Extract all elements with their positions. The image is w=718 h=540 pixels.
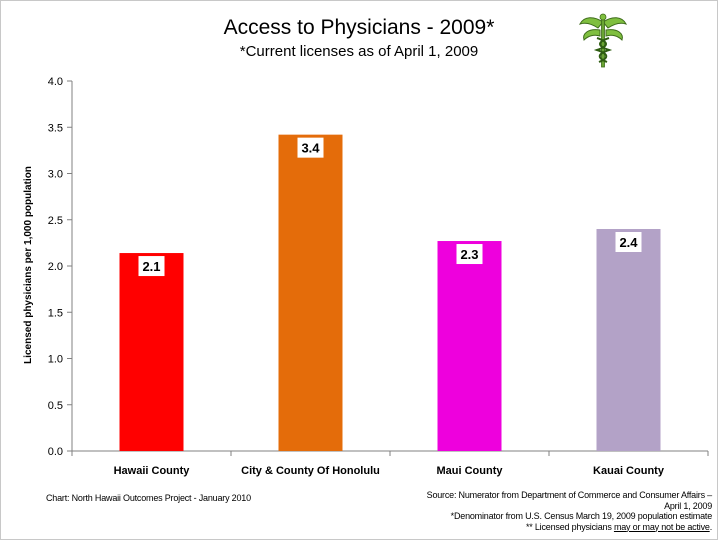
bar <box>119 253 184 451</box>
y-tick-label: 3.5 <box>48 122 63 134</box>
data-label-box <box>138 256 165 277</box>
y-tick-label: 1.5 <box>48 307 63 319</box>
chart-subtitle: *Current licenses as of April 1, 2009 <box>239 43 479 60</box>
category-label: City & County Of Honolulu <box>241 465 380 477</box>
data-label-box <box>615 232 642 252</box>
source-note: Source: Numerator from Department of Com… <box>292 490 713 533</box>
y-tick-label: 4.0 <box>48 76 63 88</box>
y-tick-label: 2.0 <box>48 261 63 273</box>
category-label: Hawaii County <box>114 465 191 477</box>
data-label: 2.3 <box>460 247 478 262</box>
y-tick-label: 1.0 <box>48 354 63 366</box>
source-line-4-suffix: . <box>709 521 713 532</box>
y-tick-label: 2.5 <box>48 215 63 227</box>
source-line-3: *Denominator from U.S. Census March 19, … <box>450 511 713 521</box>
y-tick-label: 3.0 <box>48 169 63 181</box>
data-label: 3.4 <box>301 141 320 156</box>
source-line-4-underlined: may or may not be active <box>613 521 710 532</box>
data-label: 2.1 <box>142 259 160 274</box>
data-label-box <box>297 137 324 158</box>
bar <box>278 134 343 451</box>
source-line-4: ** Licensed physicians may or may not be… <box>292 522 712 533</box>
bar <box>596 229 661 451</box>
chart-credit: Chart: North Hawaii Outcomes Project - J… <box>46 493 251 503</box>
source-line-1: Source: Numerator from Department of Com… <box>426 490 713 500</box>
category-label: Kauai County <box>593 465 665 477</box>
caduceus-icon <box>578 12 628 70</box>
category-label: Maui County <box>437 465 504 477</box>
chart-title: Access to Physicians - 2009* <box>223 16 495 39</box>
data-label-box <box>456 244 483 265</box>
y-tick-label: 0.0 <box>48 446 63 458</box>
source-line-2: April 1, 2009 <box>664 500 712 511</box>
y-tick-label: 0.5 <box>48 400 63 412</box>
source-line-4-prefix: ** Licensed physicians <box>525 521 614 532</box>
bar <box>437 241 502 451</box>
data-label: 2.4 <box>619 235 638 250</box>
